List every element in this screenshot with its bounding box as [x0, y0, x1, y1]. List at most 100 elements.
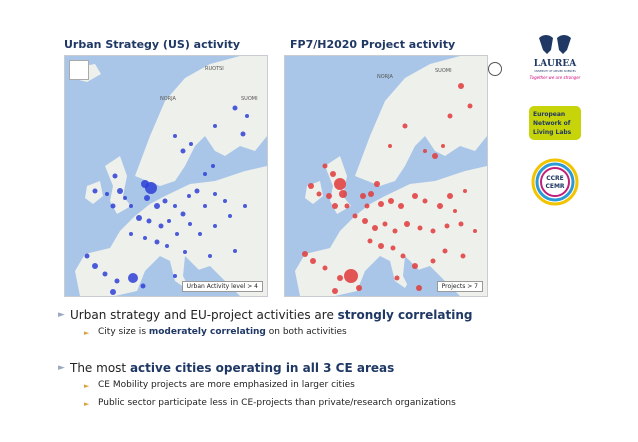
city-marker[interactable] [232, 105, 238, 111]
city-marker[interactable] [412, 263, 418, 269]
city-marker[interactable] [372, 225, 378, 231]
city-marker[interactable] [458, 83, 464, 89]
city-marker[interactable] [394, 275, 400, 281]
project-activity-map[interactable]: NORJA SUOMI Projects > 7 [284, 55, 488, 297]
city-marker[interactable] [322, 163, 328, 169]
city-marker[interactable] [175, 232, 179, 236]
city-marker[interactable] [423, 149, 427, 153]
city-marker[interactable] [165, 244, 169, 248]
city-marker[interactable] [463, 189, 467, 193]
city-marker[interactable] [390, 245, 396, 251]
city-marker[interactable] [129, 204, 133, 208]
city-marker[interactable] [332, 288, 338, 294]
city-marker[interactable] [453, 209, 457, 213]
city-marker[interactable] [110, 289, 116, 295]
city-marker[interactable] [162, 198, 168, 204]
city-marker[interactable] [339, 190, 347, 198]
city-marker[interactable] [183, 250, 187, 254]
city-marker[interactable] [473, 229, 477, 233]
city-marker[interactable] [362, 218, 368, 224]
city-marker[interactable] [144, 195, 150, 201]
city-marker[interactable] [467, 103, 473, 109]
city-marker[interactable] [332, 203, 338, 209]
city-marker[interactable] [245, 114, 249, 118]
city-marker[interactable] [158, 223, 164, 229]
city-marker[interactable] [330, 171, 336, 177]
city-marker[interactable] [180, 211, 186, 217]
city-marker[interactable] [432, 153, 438, 159]
city-marker[interactable] [430, 228, 436, 234]
city-marker[interactable] [310, 258, 316, 264]
city-marker[interactable] [211, 164, 215, 168]
city-marker[interactable] [136, 215, 142, 221]
city-marker[interactable] [180, 148, 186, 154]
city-marker[interactable] [392, 228, 398, 234]
city-marker[interactable] [404, 221, 410, 227]
city-marker[interactable] [344, 203, 350, 209]
city-marker[interactable] [337, 275, 343, 281]
city-marker[interactable] [240, 131, 246, 137]
city-marker[interactable] [167, 219, 171, 223]
city-marker[interactable] [102, 271, 108, 277]
city-marker[interactable] [382, 221, 388, 227]
city-marker[interactable] [308, 183, 314, 189]
city-marker[interactable] [173, 204, 177, 208]
city-marker[interactable] [173, 274, 177, 278]
city-marker[interactable] [388, 198, 394, 204]
city-marker[interactable] [84, 253, 90, 259]
city-marker[interactable] [223, 199, 227, 203]
city-marker[interactable] [213, 192, 217, 196]
city-marker[interactable] [334, 178, 346, 190]
city-marker[interactable] [188, 222, 192, 226]
city-marker[interactable] [322, 265, 328, 271]
city-marker[interactable] [114, 278, 120, 284]
city-marker[interactable] [364, 203, 370, 209]
city-marker[interactable] [105, 192, 109, 196]
city-marker[interactable] [213, 124, 217, 128]
city-marker[interactable] [208, 254, 212, 258]
city-marker[interactable] [302, 251, 308, 257]
city-marker[interactable] [368, 191, 374, 197]
city-marker[interactable] [378, 243, 384, 249]
city-marker[interactable] [117, 188, 123, 194]
city-marker[interactable] [360, 193, 366, 199]
city-marker[interactable] [412, 193, 418, 199]
city-marker[interactable] [173, 134, 177, 138]
city-marker[interactable] [128, 273, 138, 283]
city-marker[interactable] [129, 232, 133, 236]
city-marker[interactable] [447, 113, 453, 119]
city-marker[interactable] [154, 203, 160, 209]
city-marker[interactable] [141, 180, 149, 188]
city-marker[interactable] [402, 123, 408, 129]
city-marker[interactable] [458, 221, 464, 227]
city-marker[interactable] [243, 204, 247, 208]
city-marker[interactable] [344, 269, 358, 283]
city-marker[interactable] [187, 194, 191, 198]
city-marker[interactable] [398, 203, 404, 209]
city-marker[interactable] [154, 239, 160, 245]
city-marker[interactable] [228, 214, 232, 218]
city-marker[interactable] [460, 253, 466, 259]
city-marker[interactable] [378, 201, 384, 207]
city-marker[interactable] [203, 204, 207, 208]
city-marker[interactable] [444, 223, 450, 229]
city-marker[interactable] [326, 193, 332, 199]
city-marker[interactable] [146, 218, 152, 224]
city-marker[interactable] [356, 285, 362, 291]
city-marker[interactable] [441, 144, 445, 148]
city-marker[interactable] [140, 283, 146, 289]
city-marker[interactable] [92, 188, 98, 194]
urban-strategy-map[interactable]: RUOTSI SUOMI NORJA Urban Activity level … [64, 55, 268, 297]
city-marker[interactable] [123, 196, 127, 200]
city-marker[interactable] [352, 213, 358, 219]
city-marker[interactable] [189, 142, 193, 146]
city-marker[interactable] [442, 248, 448, 254]
city-marker[interactable] [437, 203, 443, 209]
city-marker[interactable] [374, 181, 380, 187]
city-marker[interactable] [198, 232, 202, 236]
city-marker[interactable] [430, 258, 436, 264]
zoom-control-icon[interactable] [69, 60, 89, 80]
city-marker[interactable] [400, 253, 406, 259]
city-marker[interactable] [112, 173, 118, 179]
city-marker[interactable] [422, 198, 428, 204]
